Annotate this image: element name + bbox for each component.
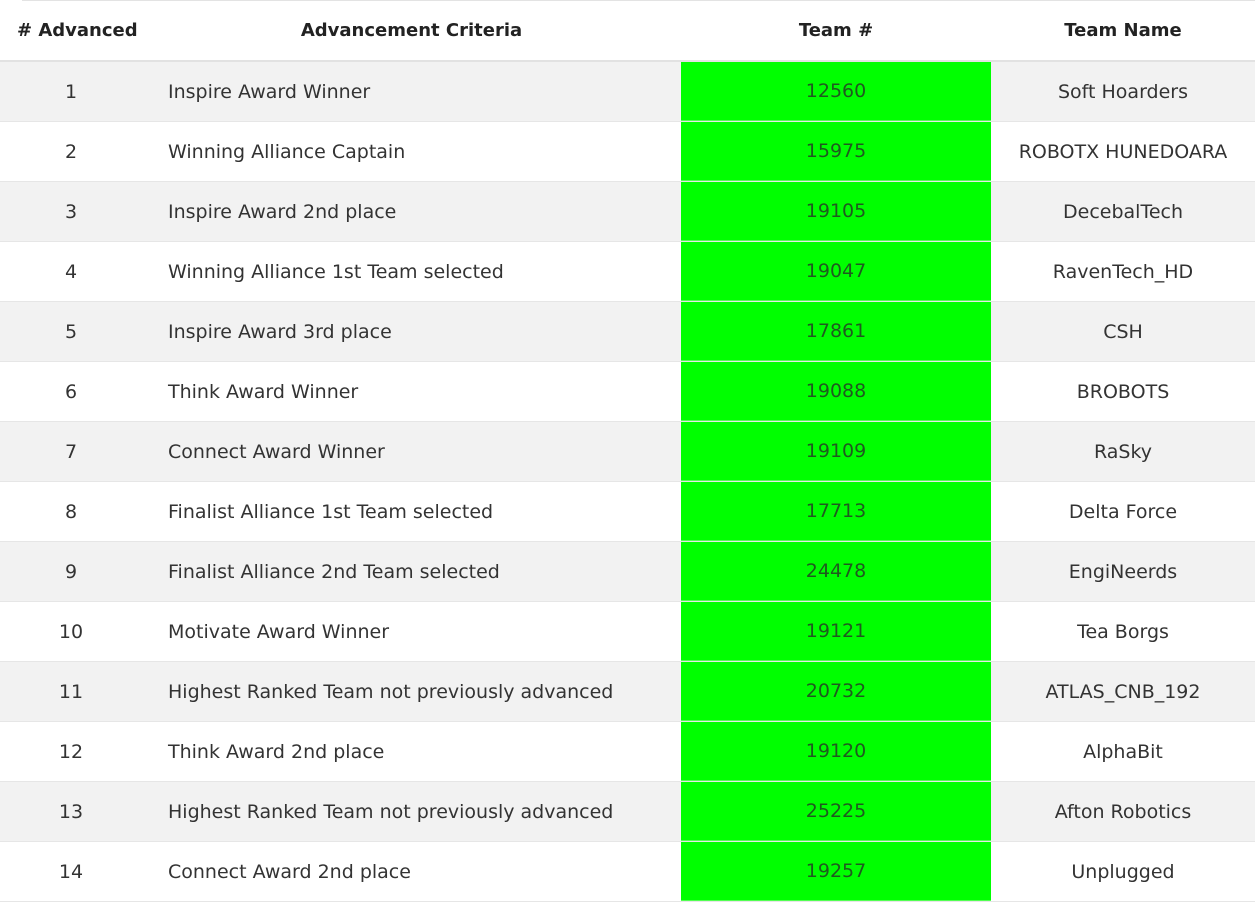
team-name-cell: RavenTech_HD xyxy=(1052,260,1194,283)
column-header-criteria[interactable]: Advancement Criteria xyxy=(300,19,523,41)
team-name-cell: CSH xyxy=(1103,320,1143,343)
advanced-cell: 12 xyxy=(58,740,84,763)
team-name-cell: Tea Borgs xyxy=(1077,620,1169,643)
team-number-cell: 17861 xyxy=(681,302,991,361)
table-row: 1 Inspire Award Winner 12560 Soft Hoarde… xyxy=(0,62,1255,122)
team-number-cell: 24478 xyxy=(681,542,991,601)
criteria-cell: Connect Award Winner xyxy=(168,440,385,463)
criteria-cell: Finalist Alliance 2nd Team selected xyxy=(168,560,500,583)
team-number-cell: 19088 xyxy=(681,362,991,421)
team-name-cell: BROBOTS xyxy=(1076,380,1170,403)
team-name-cell: RaSky xyxy=(1093,440,1153,463)
advanced-cell: 9 xyxy=(64,560,78,583)
advanced-cell: 1 xyxy=(64,80,78,103)
team-name-cell: Delta Force xyxy=(1068,500,1178,523)
table-row: 10 Motivate Award Winner 19121 Tea Borgs xyxy=(0,602,1255,662)
advanced-cell: 3 xyxy=(64,200,78,223)
criteria-cell: Motivate Award Winner xyxy=(168,620,390,643)
table-header-row: # Advanced Advancement Criteria Team # T… xyxy=(0,0,1255,62)
advanced-cell: 11 xyxy=(58,680,84,703)
column-header-team-number[interactable]: Team # xyxy=(798,19,874,41)
advanced-cell: 7 xyxy=(64,440,78,463)
team-number-cell: 19105 xyxy=(681,182,991,241)
team-name-cell: ROBOTX HUNEDOARA xyxy=(1018,140,1228,163)
table-row: 3 Inspire Award 2nd place 19105 DecebalT… xyxy=(0,182,1255,242)
team-number-cell: 17713 xyxy=(681,482,991,541)
criteria-cell: Winning Alliance 1st Team selected xyxy=(168,260,504,283)
team-number-cell: 19120 xyxy=(681,722,991,781)
table-row: 12 Think Award 2nd place 19120 AlphaBit xyxy=(0,722,1255,782)
table-row: 2 Winning Alliance Captain 15975 ROBOTX … xyxy=(0,122,1255,182)
advanced-cell: 8 xyxy=(64,500,78,523)
team-number-cell: 19109 xyxy=(681,422,991,481)
table-row: 9 Finalist Alliance 2nd Team selected 24… xyxy=(0,542,1255,602)
table-row: 8 Finalist Alliance 1st Team selected 17… xyxy=(0,482,1255,542)
criteria-cell: Highest Ranked Team not previously advan… xyxy=(168,680,614,703)
team-name-cell: Unplugged xyxy=(1071,860,1175,883)
criteria-cell: Highest Ranked Team not previously advan… xyxy=(168,800,614,823)
advanced-cell: 4 xyxy=(64,260,78,283)
table-row: 6 Think Award Winner 19088 BROBOTS xyxy=(0,362,1255,422)
table-row: 11 Highest Ranked Team not previously ad… xyxy=(0,662,1255,722)
table-row: 5 Inspire Award 3rd place 17861 CSH xyxy=(0,302,1255,362)
advanced-cell: 10 xyxy=(58,620,84,643)
team-name-cell: Afton Robotics xyxy=(1054,800,1192,823)
advanced-cell: 13 xyxy=(58,800,84,823)
team-name-cell: EngiNeerds xyxy=(1068,560,1178,583)
table-row: 7 Connect Award Winner 19109 RaSky xyxy=(0,422,1255,482)
criteria-cell: Inspire Award 3rd place xyxy=(168,320,392,343)
advanced-cell: 2 xyxy=(64,140,78,163)
team-number-cell: 25225 xyxy=(681,782,991,841)
table-row: 14 Connect Award 2nd place 19257 Unplugg… xyxy=(0,842,1255,902)
team-number-cell: 19257 xyxy=(681,842,991,901)
table-top-border xyxy=(22,0,1255,1)
team-number-cell: 19047 xyxy=(681,242,991,301)
criteria-cell: Connect Award 2nd place xyxy=(168,860,411,883)
criteria-cell: Winning Alliance Captain xyxy=(168,140,406,163)
column-header-team-name[interactable]: Team Name xyxy=(1064,19,1182,41)
team-number-cell: 19121 xyxy=(681,602,991,661)
team-name-cell: Soft Hoarders xyxy=(1057,80,1189,103)
advanced-cell: 5 xyxy=(64,320,78,343)
team-name-cell: DecebalTech xyxy=(1063,200,1183,223)
advanced-cell: 14 xyxy=(58,860,84,883)
team-name-cell: AlphaBit xyxy=(1083,740,1163,763)
table-row: 4 Winning Alliance 1st Team selected 190… xyxy=(0,242,1255,302)
team-number-cell: 15975 xyxy=(681,122,991,181)
criteria-cell: Inspire Award Winner xyxy=(168,80,371,103)
team-name-cell: ATLAS_CNB_192 xyxy=(1045,680,1201,703)
criteria-cell: Inspire Award 2nd place xyxy=(168,200,397,223)
criteria-cell: Finalist Alliance 1st Team selected xyxy=(168,500,494,523)
table-row: 13 Highest Ranked Team not previously ad… xyxy=(0,782,1255,842)
column-header-advanced[interactable]: # Advanced xyxy=(17,19,138,41)
advanced-cell: 6 xyxy=(64,380,78,403)
team-number-cell: 12560 xyxy=(681,62,991,121)
team-number-cell: 20732 xyxy=(681,662,991,721)
criteria-cell: Think Award 2nd place xyxy=(168,740,385,763)
criteria-cell: Think Award Winner xyxy=(168,380,359,403)
